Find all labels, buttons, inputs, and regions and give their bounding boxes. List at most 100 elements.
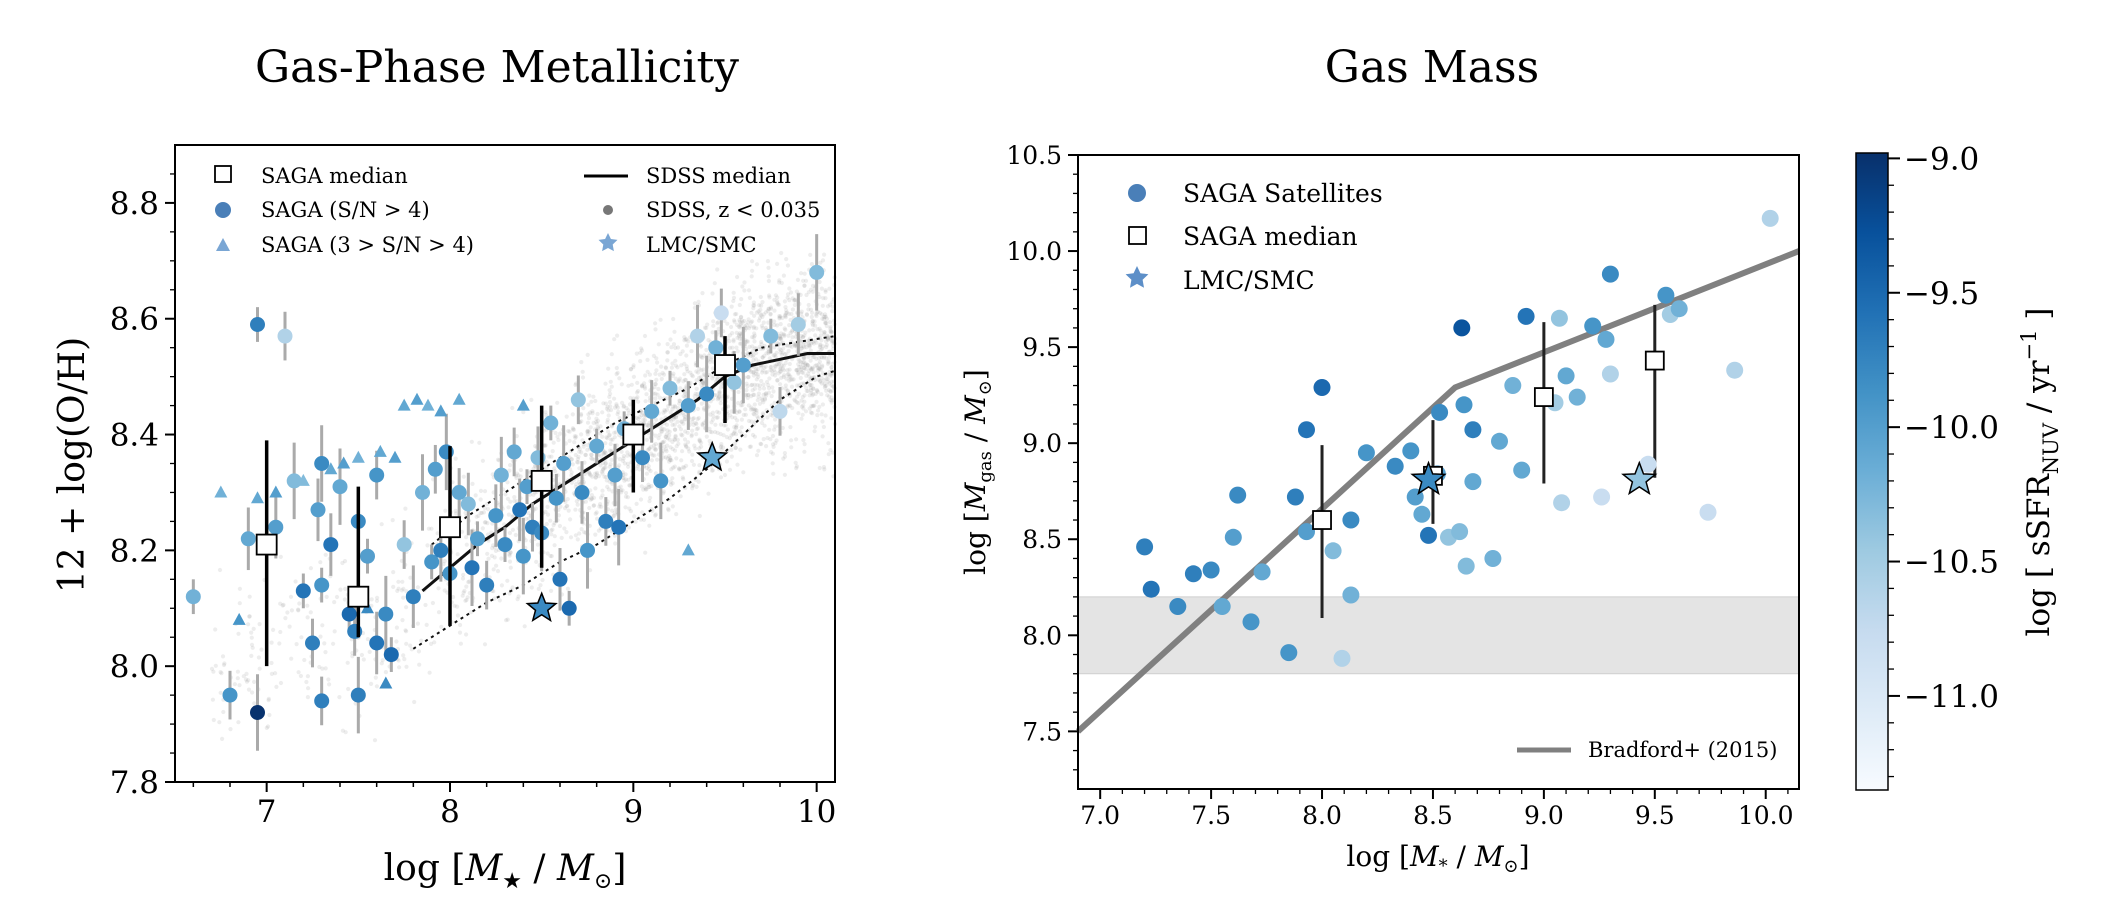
sdss-point bbox=[809, 341, 814, 346]
colorbar-tick-label: −9.0 bbox=[1904, 141, 1979, 177]
sdss-point bbox=[308, 566, 313, 571]
sdss-point bbox=[796, 411, 801, 416]
sdss-point bbox=[811, 403, 816, 408]
saga-high-sn-point bbox=[460, 496, 476, 512]
sdss-point bbox=[478, 497, 483, 502]
sdss-point bbox=[604, 406, 610, 411]
sdss-point bbox=[373, 675, 378, 680]
sdss-point bbox=[828, 397, 833, 402]
sdss-point bbox=[801, 370, 806, 375]
sdss-point bbox=[795, 367, 800, 373]
sdss-point bbox=[753, 407, 758, 412]
sdss-point bbox=[322, 641, 327, 646]
sdss-point bbox=[826, 359, 831, 364]
sdss-point bbox=[769, 394, 774, 399]
sdss-point bbox=[772, 363, 778, 369]
sdss-point bbox=[468, 610, 474, 615]
sdss-point bbox=[760, 370, 765, 375]
sdss-point bbox=[802, 449, 807, 454]
sdss-point bbox=[613, 430, 619, 435]
sdss-point bbox=[762, 396, 768, 401]
sdss-point bbox=[814, 313, 819, 319]
sdss-point bbox=[607, 394, 612, 399]
sdss-point bbox=[787, 298, 792, 303]
sdss-point bbox=[587, 505, 592, 511]
sdss-point bbox=[822, 378, 827, 383]
saga-satellite-point bbox=[1657, 286, 1675, 304]
sdss-point bbox=[768, 365, 773, 370]
sdss-point bbox=[553, 430, 558, 436]
saga-satellite-point bbox=[1513, 461, 1531, 479]
sdss-point bbox=[569, 480, 575, 485]
sdss-point bbox=[672, 464, 677, 469]
sdss-point bbox=[575, 502, 580, 507]
sdss-point bbox=[646, 485, 651, 490]
sdss-point bbox=[504, 618, 509, 623]
saga-satellite-point bbox=[1136, 538, 1154, 556]
sdss-point bbox=[804, 312, 810, 318]
sdss-point bbox=[241, 674, 246, 679]
sdss-point bbox=[807, 374, 812, 379]
sdss-point bbox=[746, 317, 751, 322]
sdss-point bbox=[594, 470, 600, 475]
sdss-point bbox=[781, 332, 786, 337]
sdss-point bbox=[654, 417, 659, 422]
saga-high-sn-point bbox=[790, 317, 806, 332]
sdss-point bbox=[686, 339, 691, 344]
sdss-point bbox=[796, 391, 802, 396]
sdss-point bbox=[735, 349, 740, 354]
sdss-point bbox=[699, 440, 704, 445]
sdss-point bbox=[750, 388, 755, 393]
saga-median-marker bbox=[347, 585, 370, 608]
sdss-point bbox=[825, 304, 831, 309]
sdss-point bbox=[474, 514, 479, 519]
sdss-point bbox=[678, 494, 683, 499]
sdss-point bbox=[773, 364, 778, 369]
sdss-point bbox=[583, 452, 588, 457]
sdss-point bbox=[640, 410, 645, 415]
sdss-point bbox=[639, 384, 645, 389]
sdss-point bbox=[743, 244, 748, 249]
sdss-point bbox=[775, 323, 780, 328]
sdss-point bbox=[495, 457, 501, 462]
sdss-point bbox=[811, 386, 816, 391]
sdss-point bbox=[647, 499, 652, 504]
sdss-point bbox=[829, 383, 834, 388]
sdss-point bbox=[778, 335, 783, 340]
sdss-point bbox=[781, 374, 786, 379]
sdss-point bbox=[759, 303, 764, 308]
legend-saga-low-sn-label: SAGA (3 > S/N > 4) bbox=[261, 233, 474, 257]
sdss-point bbox=[729, 433, 734, 438]
saga-satellite-point bbox=[1253, 563, 1271, 581]
sdss-point bbox=[460, 593, 465, 598]
sdss-point bbox=[425, 543, 430, 548]
sdss-point bbox=[375, 595, 380, 600]
sdss-point bbox=[588, 410, 593, 415]
saga-high-sn-point bbox=[809, 264, 825, 280]
saga-low-sn-point bbox=[296, 473, 310, 486]
sdss-point bbox=[458, 622, 463, 628]
sdss-point bbox=[453, 456, 458, 461]
sdss-point bbox=[430, 600, 435, 606]
sdss-point bbox=[426, 526, 431, 531]
sdss-point bbox=[814, 312, 819, 317]
sdss-point bbox=[820, 316, 825, 321]
sdss-point bbox=[637, 415, 642, 420]
sdss-point bbox=[419, 638, 424, 643]
sdss-point bbox=[811, 392, 816, 397]
sdss-point bbox=[657, 372, 662, 377]
sdss-point bbox=[219, 671, 224, 676]
saga-median-marker bbox=[1644, 350, 1665, 371]
sdss-point bbox=[712, 281, 717, 286]
sdss-point bbox=[642, 386, 648, 391]
sdss-point bbox=[266, 696, 271, 701]
saga-satellite-point bbox=[1553, 494, 1571, 512]
sdss-point bbox=[668, 410, 673, 415]
sdss-point bbox=[678, 351, 683, 357]
shaded-band bbox=[1077, 596, 1800, 675]
sdss-point bbox=[820, 434, 825, 439]
sdss-point bbox=[656, 386, 661, 392]
sdss-point bbox=[778, 366, 783, 372]
saga-high-sn-point bbox=[415, 485, 430, 500]
sdss-point bbox=[802, 393, 807, 398]
